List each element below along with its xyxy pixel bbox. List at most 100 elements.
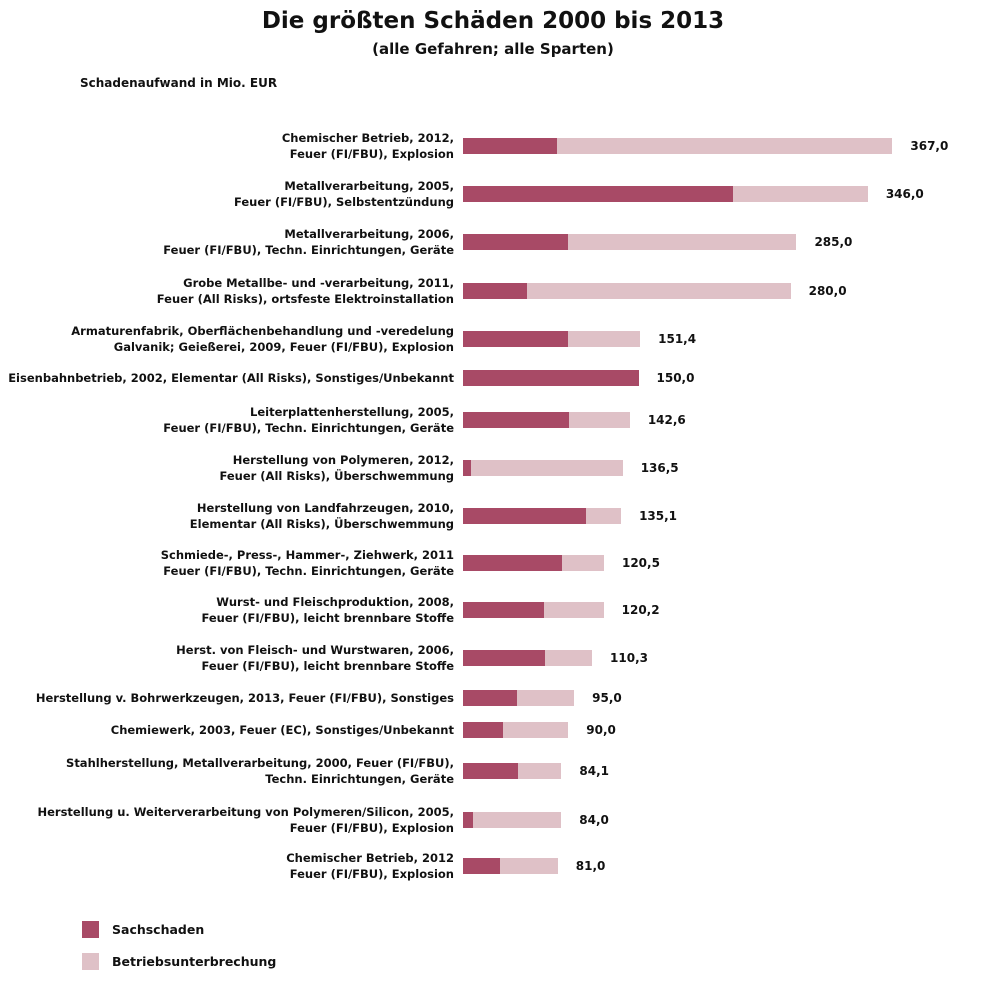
- legend-item-sachschaden: Sachschaden: [82, 921, 204, 938]
- bar-betriebsunterbrechung: [543, 602, 604, 618]
- total-value-label: 135,1: [639, 509, 678, 523]
- category-label-line: Metallverarbeitung, 2005,: [284, 179, 454, 193]
- bar-betriebsunterbrechung: [472, 812, 562, 828]
- bar-sachschaden: [463, 812, 473, 828]
- category-label: Eisenbahnbetrieb, 2002, Elementar (All R…: [8, 370, 454, 386]
- category-label-line: Feuer (FI/FBU), Techn. Einrichtungen, Ge…: [163, 421, 454, 435]
- category-label-line: Chemischer Betrieb, 2012: [286, 851, 454, 865]
- category-label-line: Feuer (All Risks), Überschwemmung: [219, 469, 454, 483]
- category-label-line: Feuer (FI/FBU), Techn. Einrichtungen, Ge…: [163, 243, 454, 257]
- total-value-label: 367,0: [910, 139, 949, 153]
- category-label-line: Feuer (FI/FBU), Techn. Einrichtungen, Ge…: [163, 564, 454, 578]
- category-label: Metallverarbeitung, 2006, Feuer (FI/FBU),…: [163, 226, 454, 258]
- total-value-label: 90,0: [586, 723, 616, 737]
- category-label: Chemischer Betrieb, 2012, Feuer (FI/FBU),…: [282, 130, 454, 162]
- bar-sachschaden: [463, 412, 570, 428]
- chart-subtitle: (alle Gefahren; alle Sparten): [372, 40, 614, 58]
- legend-label: Betriebsunterbrechung: [112, 954, 277, 969]
- bar-betriebsunterbrechung: [500, 858, 558, 874]
- category-label-line: Herstellung von Polymeren, 2012,: [232, 453, 454, 467]
- legend-swatch: [82, 953, 99, 970]
- category-label-line: Feuer (FI/FBU), leicht brennbare Stoffe: [201, 659, 454, 673]
- category-label-line: Schmiede-, Press-, Hammer-, Ziehwerk, 20…: [160, 548, 454, 562]
- bar-sachschaden: [463, 858, 501, 874]
- category-label: Metallverarbeitung, 2005, Feuer (FI/FBU),…: [234, 178, 454, 210]
- category-label-line: Feuer (FI/FBU), Explosion: [289, 821, 454, 835]
- category-label-line: Techn. Einrichtungen, Geräte: [265, 772, 454, 786]
- chart-title: Die größten Schäden 2000 bis 2013: [261, 8, 725, 34]
- category-label: Schmiede-, Press-, Hammer-, Ziehwerk, 20…: [161, 547, 454, 579]
- category-label: Herstellung u. Weiterverarbeitung von Po…: [37, 804, 454, 836]
- total-value-label: 81,0: [575, 859, 606, 873]
- total-value-label: 136,5: [640, 461, 679, 475]
- total-value-label: 150,0: [656, 371, 695, 385]
- axis-label: Schadenaufwand in Mio. EUR: [80, 76, 278, 90]
- bar-betriebsunterbrechung: [517, 763, 562, 779]
- total-value-label: 285,0: [814, 235, 853, 249]
- bar-sachschaden: [463, 763, 518, 779]
- total-value-label: 84,1: [579, 764, 609, 778]
- bar-sachschaden: [463, 650, 545, 666]
- category-label: Armaturenfabrik, Oberflächenbehandlung u…: [71, 323, 454, 355]
- bar-sachschaden: [463, 555, 563, 571]
- total-value-label: 84,0: [579, 813, 609, 827]
- bar-betriebsunterbrechung: [527, 283, 791, 299]
- category-label-line: Metallverarbeitung, 2006,: [284, 227, 454, 241]
- total-value-label: 280,0: [808, 284, 847, 298]
- category-label-line: Feuer (FI/FBU), Explosion: [289, 867, 454, 881]
- bar-sachschaden: [463, 602, 544, 618]
- bar-sachschaden: [463, 186, 734, 202]
- category-label-line: Eisenbahnbetrieb, 2002, Elementar (All R…: [8, 371, 454, 385]
- category-label-line: Herstellung u. Weiterverarbeitung von Po…: [37, 805, 454, 819]
- bar-sachschaden: [463, 138, 557, 154]
- total-value-label: 110,3: [610, 651, 649, 665]
- category-label: Wurst- und Fleischproduktion, 2008, Feuer…: [201, 594, 454, 626]
- bar-betriebsunterbrechung: [568, 234, 797, 250]
- total-value-label: 95,0: [592, 691, 622, 705]
- bar-betriebsunterbrechung: [568, 331, 641, 347]
- category-label-line: Feuer (FI/FBU), Explosion: [289, 147, 454, 161]
- legend-item-betriebsunterbrechung: Betriebsunterbrechung: [82, 953, 276, 970]
- total-value-label: 151,4: [658, 332, 697, 346]
- category-label-line: Armaturenfabrik, Oberflächenbehandlung u…: [71, 324, 454, 338]
- bar-sachschaden: [463, 460, 472, 476]
- bar-betriebsunterbrechung: [733, 186, 868, 202]
- category-label-line: Grobe Metallbe- und -verarbeitung, 2011,: [183, 276, 454, 290]
- category-label-line: Chemischer Betrieb, 2012,: [281, 131, 454, 145]
- bar-sachschaden: [463, 690, 517, 706]
- bar-sachschaden: [463, 370, 639, 386]
- category-label-line: Elementar (All Risks), Überschwemmung: [189, 517, 454, 531]
- bar-betriebsunterbrechung: [585, 508, 622, 524]
- category-label: Herstellung von Polymeren, 2012, Feuer (A…: [219, 452, 454, 484]
- bar-betriebsunterbrechung: [544, 650, 593, 666]
- category-label: Stahlherstellung, Metallverarbeitung, 20…: [66, 755, 454, 787]
- category-label: Chemiewerk, 2003, Feuer (EC), Sonstiges/…: [111, 722, 454, 738]
- bar-sachschaden: [463, 508, 586, 524]
- category-label: Chemischer Betrieb, 2012 Feuer (FI/FBU), …: [286, 850, 454, 882]
- bar-sachschaden: [463, 722, 503, 738]
- bar-betriebsunterbrechung: [502, 722, 569, 738]
- category-label-line: Feuer (All Risks), ortsfeste Elektroinst…: [156, 292, 454, 306]
- bar-sachschaden: [463, 331, 569, 347]
- category-label-line: Feuer (FI/FBU), leicht brennbare Stoffe: [201, 611, 454, 625]
- bar-sachschaden: [463, 283, 528, 299]
- category-label: Herstellung von Landfahrzeugen, 2010, Ele…: [190, 500, 454, 532]
- legend-swatch: [82, 921, 99, 938]
- category-label-line: Stahlherstellung, Metallverarbeitung, 20…: [66, 756, 454, 770]
- bar-betriebsunterbrechung: [556, 138, 893, 154]
- category-label-line: Chemiewerk, 2003, Feuer (EC), Sonstiges/…: [110, 723, 454, 737]
- category-label: Grobe Metallbe- und -verarbeitung, 2011,…: [157, 275, 454, 307]
- category-label-line: Herst. von Fleisch- und Wurstwaren, 2006…: [176, 643, 454, 657]
- category-label-line: Herstellung von Landfahrzeugen, 2010,: [196, 501, 454, 515]
- category-label-line: Galvanik; Geießerei, 2009, Feuer (FI/FBU…: [113, 340, 454, 354]
- category-label-line: Herstellung v. Bohrwerkzeugen, 2013, Feu…: [35, 691, 454, 705]
- legend-label: Sachschaden: [112, 922, 205, 937]
- category-label-line: Wurst- und Fleischproduktion, 2008,: [216, 595, 454, 609]
- bar-betriebsunterbrechung: [471, 460, 623, 476]
- category-label: Herstellung v. Bohrwerkzeugen, 2013, Feu…: [36, 690, 454, 706]
- total-value-label: 346,0: [885, 187, 924, 201]
- category-label-line: Feuer (FI/FBU), Selbstentzündung: [233, 195, 454, 209]
- category-label: Herst. von Fleisch- und Wurstwaren, 2006…: [176, 642, 454, 674]
- bar-betriebsunterbrechung: [562, 555, 604, 571]
